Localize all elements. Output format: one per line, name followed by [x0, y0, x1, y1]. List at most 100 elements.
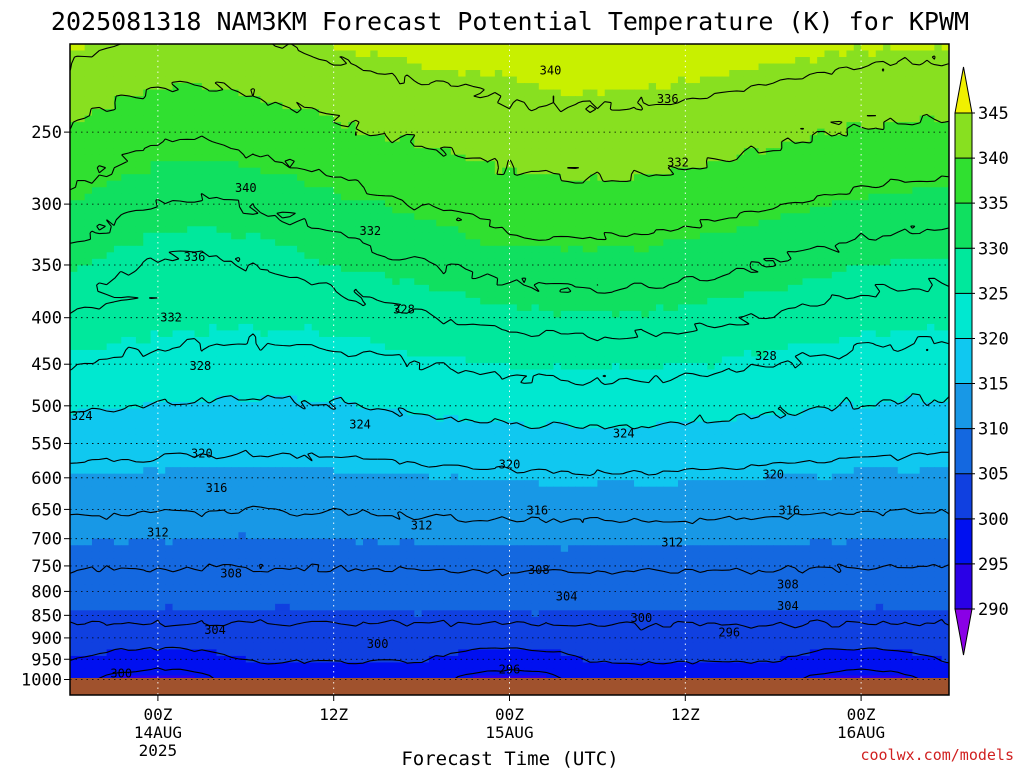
fill-cell	[421, 44, 430, 52]
fill-cell	[626, 161, 635, 169]
fill-cell	[758, 200, 767, 208]
fill-cell	[765, 76, 774, 84]
fill-cell	[348, 57, 357, 65]
fill-cell	[421, 206, 430, 214]
fill-cell	[714, 154, 723, 162]
fill-cell	[897, 193, 906, 201]
fill-cell	[809, 245, 818, 253]
fill-cell	[421, 310, 430, 319]
fill-cell	[538, 44, 547, 52]
fill-cell	[326, 109, 335, 117]
fill-cell	[370, 193, 379, 201]
fill-cell	[370, 239, 379, 247]
fill-cell	[846, 89, 855, 97]
fill-cell	[70, 310, 78, 319]
fill-cell	[480, 102, 489, 110]
fill-cell	[245, 278, 254, 286]
fill-cell	[406, 89, 415, 97]
fill-cell	[311, 57, 320, 65]
fill-cell	[787, 76, 796, 84]
fill-cell	[751, 96, 760, 104]
fill-cell	[853, 180, 862, 188]
fill-cell	[780, 180, 789, 188]
fill-cell	[348, 89, 357, 97]
fill-cell	[326, 252, 335, 260]
fill-cell	[99, 167, 108, 175]
fill-cell	[84, 174, 93, 182]
fill-cell	[736, 161, 745, 169]
fill-cell	[128, 200, 137, 208]
fill-cell	[414, 271, 423, 279]
fill-cell	[905, 135, 913, 143]
fill-cell	[934, 239, 943, 247]
fill-cell	[465, 297, 474, 305]
fill-cell	[216, 50, 225, 58]
fill-cell	[275, 252, 284, 260]
fill-cell	[377, 50, 386, 58]
fill-cell	[223, 128, 232, 136]
fill-cell	[853, 44, 862, 52]
fill-cell	[443, 284, 452, 292]
fill-cell	[604, 96, 613, 104]
fill-cell	[846, 174, 855, 182]
fill-cell	[641, 200, 650, 208]
fill-cell	[194, 180, 203, 188]
fill-cell	[765, 57, 774, 65]
fill-cell	[919, 187, 928, 195]
fill-cell	[70, 297, 78, 305]
fill-cell	[370, 96, 379, 104]
fill-cell	[275, 135, 284, 143]
fill-cell	[927, 161, 935, 169]
fill-cell	[670, 50, 679, 58]
fill-cell	[597, 148, 606, 156]
fill-cell	[590, 154, 598, 162]
fill-cell	[677, 278, 686, 286]
fill-cell	[729, 109, 738, 117]
fill-cell	[699, 252, 708, 260]
fill-cell	[927, 200, 935, 208]
fill-cell	[560, 291, 569, 299]
fill-cell	[333, 258, 342, 266]
fill-cell	[509, 83, 518, 91]
fill-cell	[428, 187, 437, 195]
fill-cell	[685, 115, 694, 123]
fill-cell	[121, 219, 130, 227]
fill-cell	[428, 70, 437, 78]
fill-cell	[685, 239, 694, 247]
fill-cell	[348, 291, 357, 299]
fill-cell	[319, 122, 327, 130]
fill-cell	[421, 200, 430, 208]
fill-cell	[699, 180, 708, 188]
fill-cell	[304, 135, 313, 143]
fill-cell	[128, 167, 137, 175]
fill-cell	[553, 271, 562, 279]
fill-cell	[260, 304, 269, 312]
fill-cell	[179, 297, 188, 305]
fill-cell	[743, 239, 752, 247]
fill-cell	[634, 180, 642, 188]
fill-cell	[802, 135, 811, 143]
fill-cell	[77, 154, 86, 162]
fill-cell	[406, 50, 415, 58]
fill-cell	[670, 304, 679, 312]
fill-cell	[663, 89, 672, 97]
fill-cell	[656, 50, 664, 58]
fill-cell	[421, 96, 430, 104]
fill-cell	[106, 148, 115, 156]
fill-cell	[875, 50, 884, 58]
fill-cell	[853, 278, 862, 286]
fill-cell	[370, 271, 379, 279]
fill-cell	[77, 291, 86, 299]
fill-cell	[421, 284, 430, 292]
fill-cell	[546, 297, 555, 305]
fill-cell	[406, 102, 415, 110]
fill-cell	[619, 128, 628, 136]
fill-cell	[619, 193, 628, 201]
fill-cell	[626, 232, 635, 240]
fill-cell	[919, 122, 928, 130]
fill-cell	[656, 291, 664, 299]
fill-cell	[648, 50, 657, 58]
fill-cell	[875, 258, 884, 266]
fill-cell	[179, 180, 188, 188]
fill-cell	[699, 141, 708, 149]
